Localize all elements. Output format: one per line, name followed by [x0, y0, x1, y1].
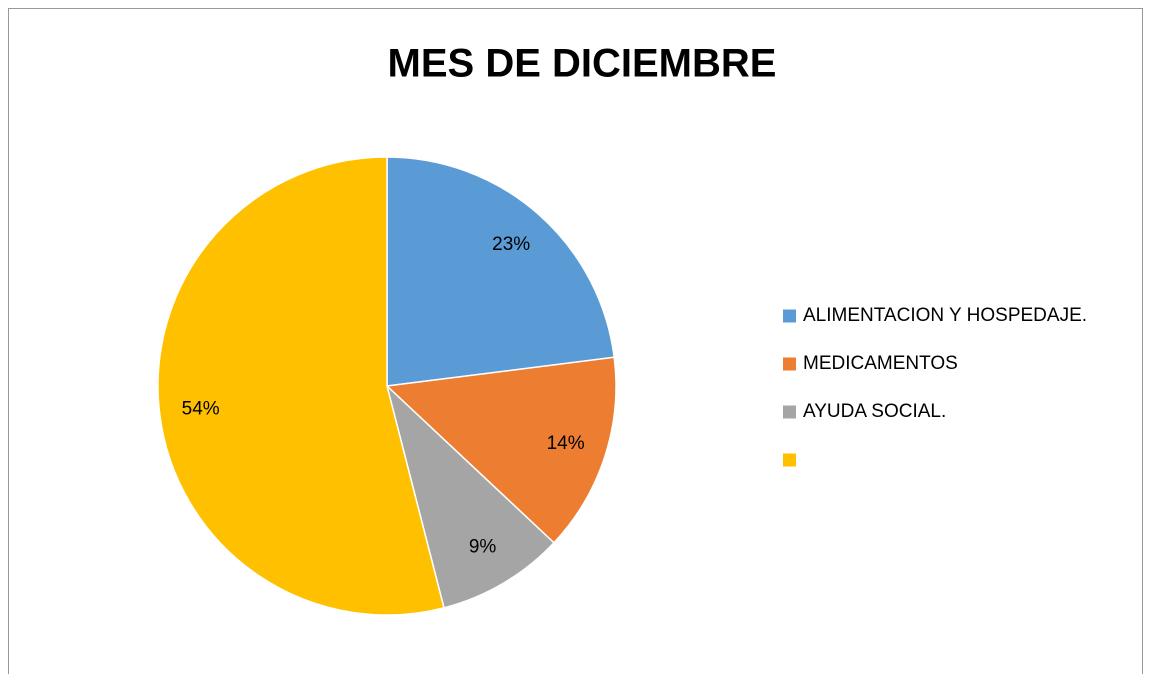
legend-label: AYUDA SOCIAL.: [803, 401, 946, 422]
pie-slice: [385, 356, 617, 544]
legend-swatch: [783, 405, 796, 419]
legend-swatch: [783, 357, 796, 371]
chart-title: MES DE DICIEMBRE: [388, 42, 777, 86]
data-label: 54%: [182, 399, 220, 420]
legend-label: ALIMENTACION Y HOSPEDAJE.: [803, 305, 1087, 326]
data-label: 23%: [492, 234, 530, 255]
data-label: 9%: [469, 537, 497, 558]
pie-slice: [157, 156, 445, 616]
pie-slice: [385, 383, 555, 609]
legend-label: MEDICAMENTOS: [803, 353, 958, 374]
data-label: 14%: [547, 433, 585, 454]
legend-swatch: [783, 309, 796, 323]
pie-slice: [386, 156, 616, 387]
chart-border: [8, 8, 1143, 674]
legend-swatch: [783, 453, 796, 467]
